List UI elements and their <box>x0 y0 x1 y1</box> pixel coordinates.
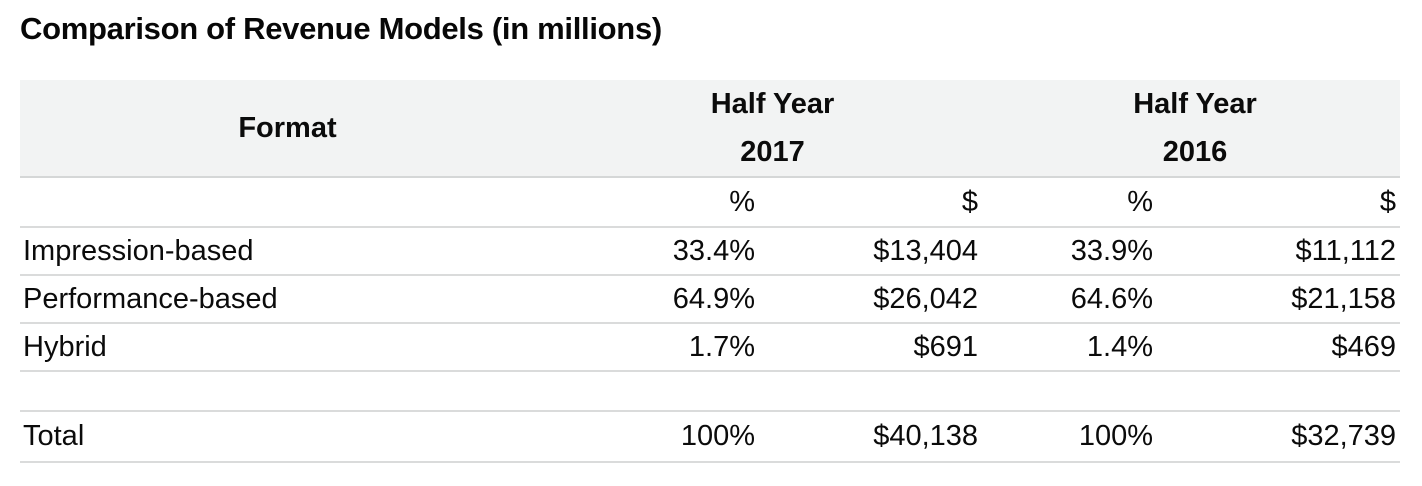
page-title: Comparison of Revenue Models (in million… <box>20 11 662 46</box>
unit-header-pct-2016: % <box>990 177 1166 228</box>
format-column-header: Format <box>20 80 555 178</box>
row-label: Impression-based <box>20 227 555 276</box>
revenue-models-table: Format Half Year 2017 Half Year 2016 % $… <box>20 80 1401 463</box>
half-year-2016-group-header: Half Year 2016 <box>990 80 1401 178</box>
pct-2017-cell: 33.4% <box>555 227 770 276</box>
total-pct-2017-cell: 100% <box>555 411 770 463</box>
spacer-cell <box>20 371 1401 412</box>
table-row-hybrid: Hybrid 1.7% $691 1.4% $469 <box>20 323 1401 372</box>
table-header-row: Format Half Year 2017 Half Year 2016 <box>20 80 1401 178</box>
page: Comparison of Revenue Models (in million… <box>0 9 1422 463</box>
pct-2017-cell: 1.7% <box>555 323 770 372</box>
table-row-total: Total 100% $40,138 100% $32,739 <box>20 411 1401 463</box>
unit-header-pct-2017: % <box>555 177 770 228</box>
usd-2016-cell: $11,112 <box>1165 227 1401 276</box>
total-usd-2016-cell: $32,739 <box>1165 411 1401 463</box>
total-label: Total <box>20 411 555 463</box>
total-pct-2016-cell: 100% <box>990 411 1166 463</box>
usd-2016-cell: $469 <box>1165 323 1401 372</box>
pct-2016-cell: 1.4% <box>990 323 1166 372</box>
half-year-2017-group-header: Half Year 2017 <box>555 80 991 178</box>
pct-2016-cell: 64.6% <box>990 275 1166 324</box>
row-label: Hybrid <box>20 323 555 372</box>
unit-header-row: % $ % $ <box>20 177 1401 228</box>
pct-2016-cell: 33.9% <box>990 227 1166 276</box>
usd-2017-cell: $26,042 <box>770 275 991 324</box>
row-label: Performance-based <box>20 275 555 324</box>
pct-2017-cell: 64.9% <box>555 275 770 324</box>
table-row-performance-based: Performance-based 64.9% $26,042 64.6% $2… <box>20 275 1401 324</box>
usd-2017-cell: $13,404 <box>770 227 991 276</box>
unit-header-usd-2017: $ <box>770 177 991 228</box>
unit-header-usd-2016: $ <box>1165 177 1401 228</box>
unit-header-empty <box>20 177 555 228</box>
table-spacer-row <box>20 371 1401 412</box>
total-usd-2017-cell: $40,138 <box>770 411 991 463</box>
table-row-impression-based: Impression-based 33.4% $13,404 33.9% $11… <box>20 227 1401 276</box>
usd-2017-cell: $691 <box>770 323 991 372</box>
usd-2016-cell: $21,158 <box>1165 275 1401 324</box>
